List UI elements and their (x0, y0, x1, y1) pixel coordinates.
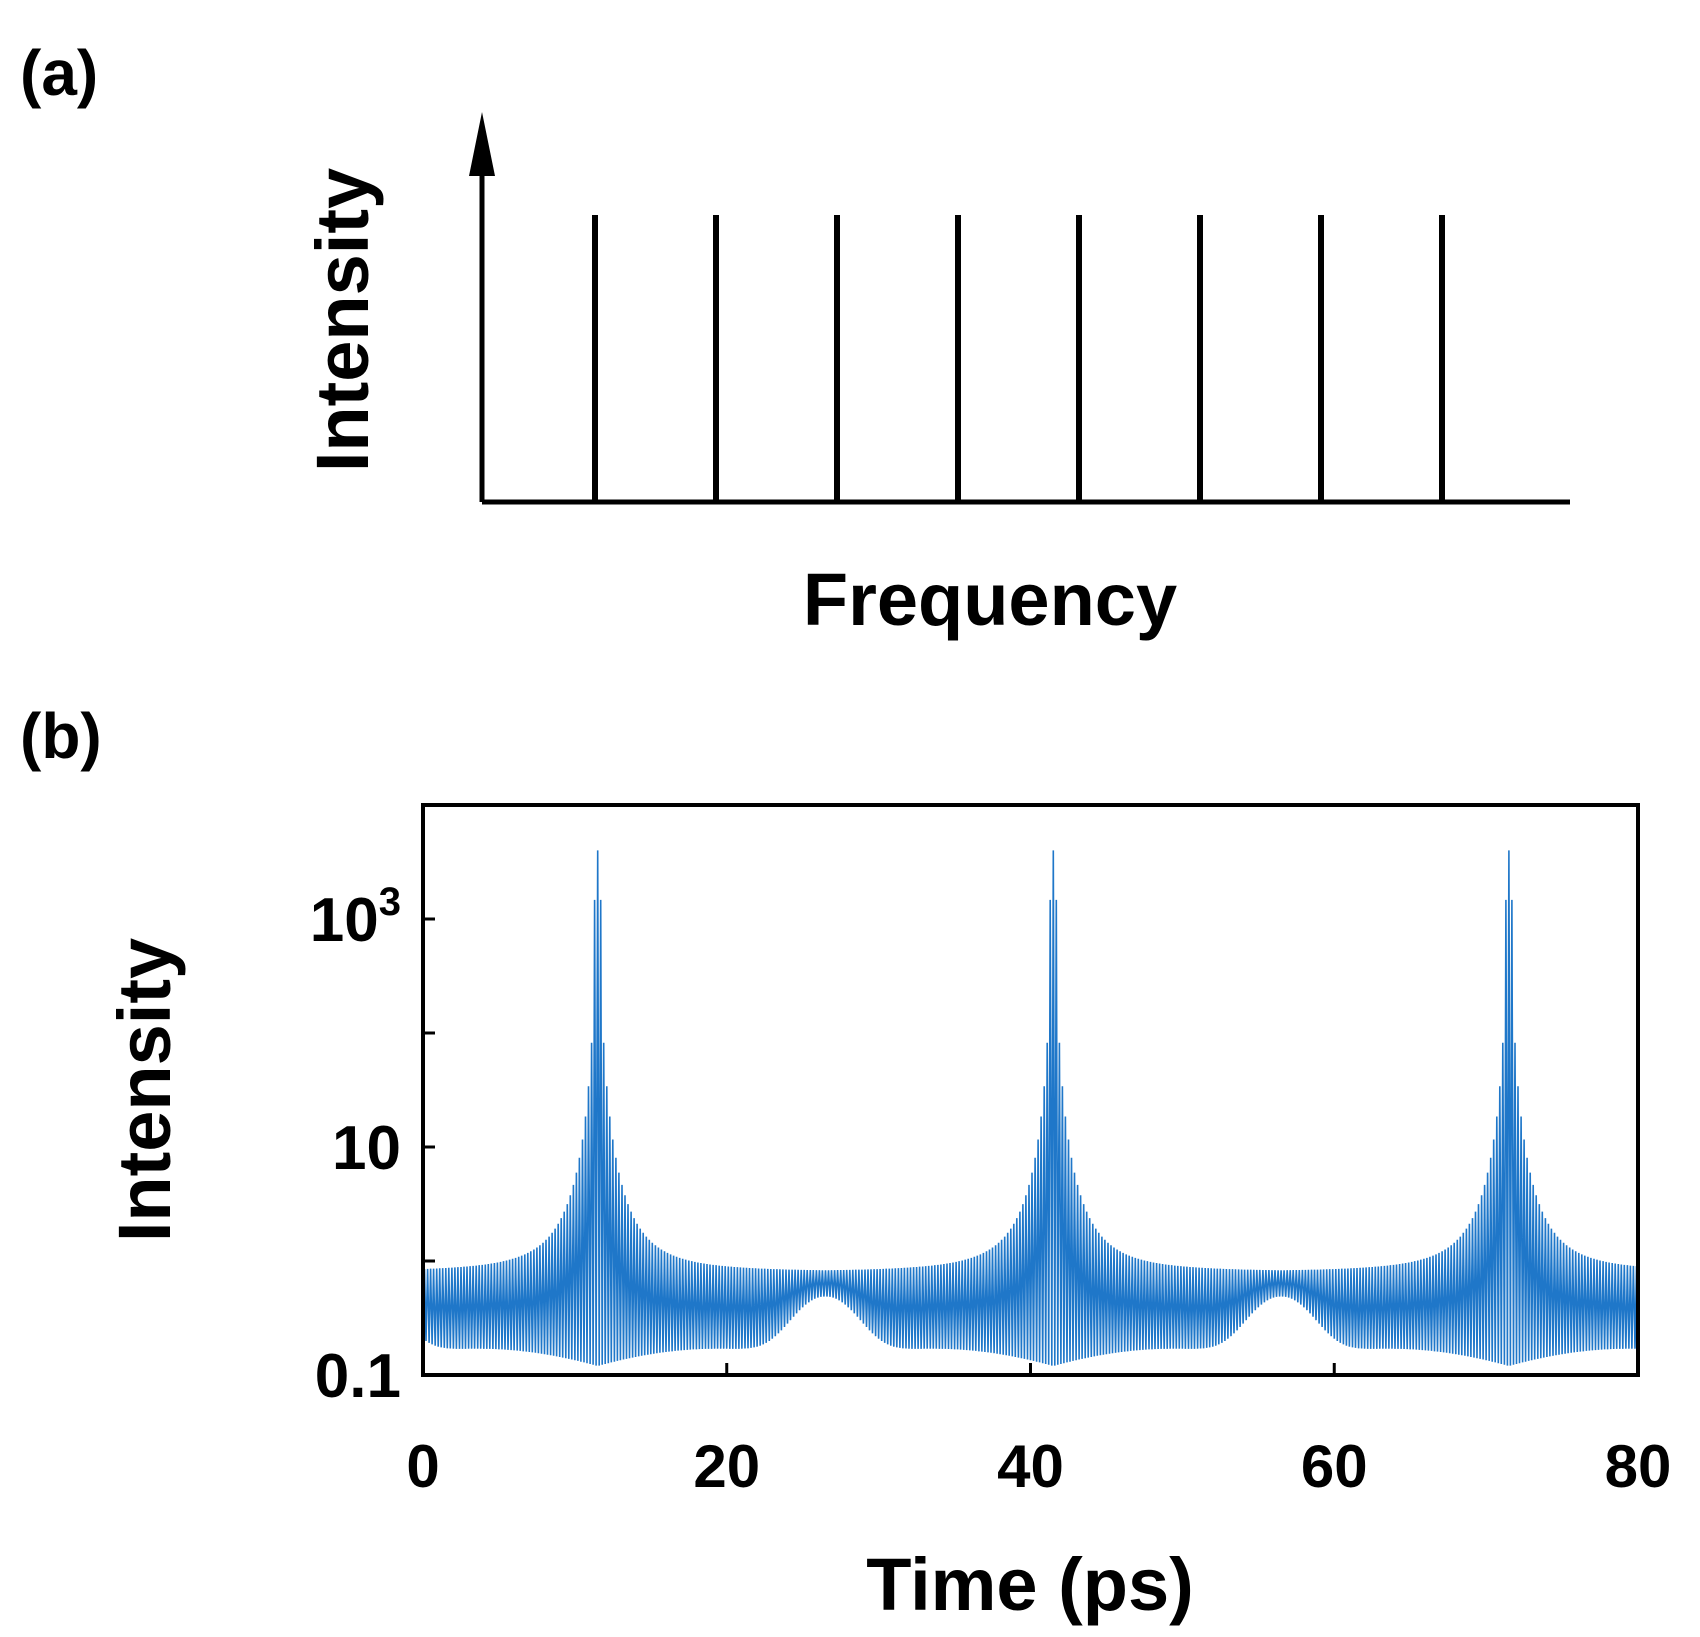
panel-a-label: (a) (20, 37, 98, 109)
panel-b: (b) 0 20 40 60 80 0.1 10 103 Time (ps) Intensit… (20, 700, 1671, 1626)
panel-b-series (422, 850, 1639, 1366)
pulse-train-line (422, 850, 1639, 1366)
panel-a-x-label: Frequency (803, 558, 1177, 641)
x-tick-label: 40 (997, 1433, 1064, 1500)
y-tick-label: 10 (332, 1114, 401, 1183)
panel-a-y-axis-arrow-icon (469, 112, 495, 176)
y-tick-label: 103 (310, 880, 401, 955)
panel-b-x-label: Time (ps) (866, 1543, 1194, 1626)
x-tick-label: 60 (1301, 1433, 1368, 1500)
y-tick-label: 0.1 (315, 1342, 401, 1411)
x-tick-label: 80 (1605, 1433, 1672, 1500)
x-tick-label: 0 (406, 1433, 439, 1500)
panel-b-ticks: 0 20 40 60 80 0.1 10 103 (310, 880, 1672, 1500)
x-tick-label: 20 (693, 1433, 760, 1500)
panel-b-y-label: Intensity (103, 938, 186, 1242)
panel-b-label: (b) (20, 700, 102, 772)
comb-lines (592, 215, 1445, 502)
panel-a: (a) Frequency Intensity (20, 37, 1570, 641)
panel-a-y-label: Intensity (301, 168, 384, 472)
